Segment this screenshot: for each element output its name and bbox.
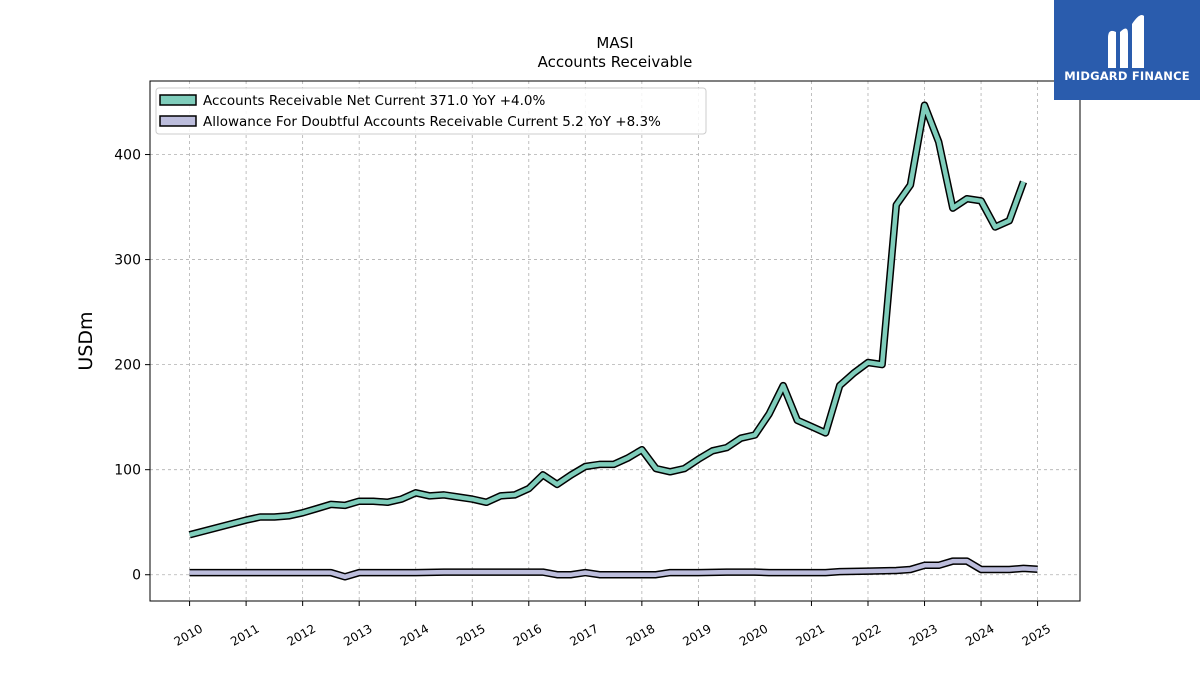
series-line-outline bbox=[188, 101, 1028, 539]
y-tick-label: 200 bbox=[114, 358, 141, 374]
x-tick-label: 2014 bbox=[398, 621, 431, 648]
x-tick-label: 2024 bbox=[963, 621, 996, 648]
y-tick-label: 400 bbox=[114, 148, 141, 164]
x-tick-label: 2022 bbox=[850, 621, 883, 648]
x-tick-label: 2010 bbox=[172, 621, 205, 648]
midgard-finance-logo-icon bbox=[1108, 15, 1144, 69]
chart-title: MASI bbox=[596, 34, 633, 52]
legend-swatch bbox=[159, 115, 197, 127]
series-line bbox=[189, 102, 1026, 537]
plot-frame bbox=[149, 80, 1081, 602]
y-tick-label: 100 bbox=[114, 463, 141, 479]
y-tick-label: 0 bbox=[132, 568, 141, 584]
x-tick-label: 2011 bbox=[228, 621, 261, 648]
grid bbox=[150, 81, 1080, 601]
x-tick-label: 2012 bbox=[285, 621, 318, 648]
legend-entry: Allowance For Doubtful Accounts Receivab… bbox=[203, 114, 661, 130]
x-tick-label: 2013 bbox=[341, 621, 374, 648]
x-tick-label: 2018 bbox=[624, 621, 657, 648]
x-tick-label: 2016 bbox=[511, 621, 544, 648]
series-layer bbox=[188, 101, 1038, 581]
x-axis: 2010 2011 2012 2013 2014 2015 2016 2017 2018 2019… bbox=[172, 601, 1053, 649]
logo: MIDGARD FINANCE bbox=[1054, 0, 1200, 100]
x-tick-label: 2015 bbox=[454, 621, 487, 648]
chart-subtitle: Accounts Receivable bbox=[538, 53, 693, 71]
series-2 bbox=[189, 557, 1038, 581]
logo-text: MIDGARD FINANCE bbox=[1064, 69, 1190, 83]
legend-box bbox=[155, 87, 707, 135]
series-1 bbox=[188, 101, 1028, 539]
legend: Accounts Receivable Net Current 371.0 Yo… bbox=[155, 87, 707, 135]
legend-entry: Accounts Receivable Net Current 371.0 Yo… bbox=[203, 93, 546, 109]
x-tick-label: 2019 bbox=[680, 621, 713, 648]
x-tick-label: 2021 bbox=[794, 621, 827, 648]
x-tick-label: 2020 bbox=[737, 621, 770, 648]
y-axis: 0 100 200 300 400 bbox=[114, 148, 150, 584]
x-tick-label: 2023 bbox=[907, 621, 940, 648]
legend-swatch bbox=[159, 94, 197, 106]
y-tick-label: 300 bbox=[114, 253, 141, 269]
x-tick-label: 2025 bbox=[1020, 621, 1053, 648]
y-axis-label: USDm bbox=[75, 311, 97, 370]
x-tick-label: 2017 bbox=[567, 621, 600, 648]
series-line bbox=[189, 558, 1038, 580]
